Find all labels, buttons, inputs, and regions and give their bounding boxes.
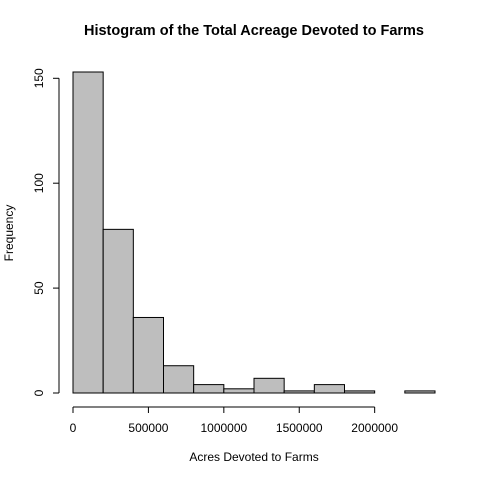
y-tick-label: 0 — [32, 389, 46, 396]
y-tick-label: 150 — [32, 68, 46, 88]
histogram-bar — [163, 365, 195, 394]
histogram-bar — [283, 390, 315, 394]
histogram-bar — [313, 384, 346, 394]
y-tick-label: 100 — [32, 173, 46, 193]
histogram-bar — [253, 377, 285, 394]
y-tick-label: 50 — [32, 281, 46, 295]
chart-title: Histogram of the Total Acreage Devoted t… — [84, 23, 424, 39]
x-tick-label: 500000 — [128, 421, 168, 435]
y-axis-label: Frequency — [2, 205, 16, 262]
histogram-bar — [193, 384, 225, 394]
histogram-bar — [72, 71, 104, 394]
histogram-bar — [223, 388, 255, 394]
histogram-bar — [132, 316, 164, 394]
histogram-bar — [102, 228, 134, 394]
x-tick-label: 1500000 — [276, 421, 323, 435]
histogram-bar — [404, 390, 436, 394]
x-axis-label: Acres Devoted to Farms — [189, 450, 318, 464]
y-axis: 0 50 100 150 — [32, 68, 60, 396]
histogram-bar — [344, 390, 376, 394]
x-tick-label: 0 — [70, 421, 77, 435]
x-tick-label: 2000000 — [351, 421, 398, 435]
bars-group — [72, 71, 436, 394]
x-tick-label: 1000000 — [200, 421, 247, 435]
x-axis: 0 500000 1000000 1500000 2000000 — [70, 406, 398, 435]
